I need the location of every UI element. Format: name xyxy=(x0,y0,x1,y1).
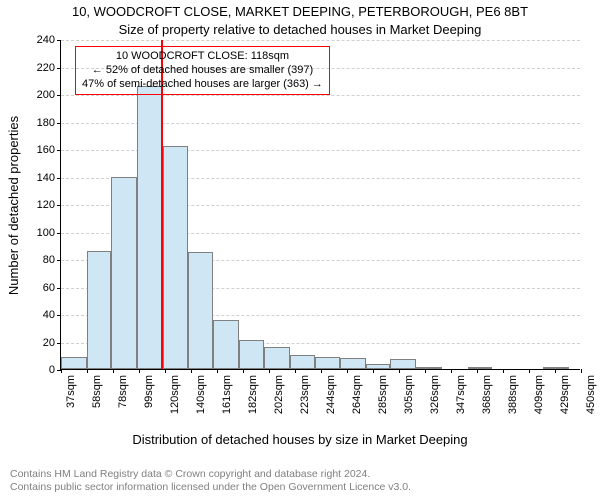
histogram-bar xyxy=(61,357,87,369)
footer-attribution: Contains HM Land Registry data © Crown c… xyxy=(10,468,411,494)
y-tick-label: 40 xyxy=(43,309,61,321)
footer-line-2: Contains public sector information licen… xyxy=(10,481,411,494)
x-tick-label: 223sqm xyxy=(299,375,313,414)
histogram-plot: 02040608010012014016018020022024037sqm58… xyxy=(60,40,580,370)
x-tick-label: 326sqm xyxy=(429,375,443,414)
y-axis-label: Number of detached properties xyxy=(6,40,22,370)
histogram-bar xyxy=(137,86,163,369)
y-tick-label: 140 xyxy=(37,172,61,184)
y-tick-label: 220 xyxy=(37,62,61,74)
histogram-bar xyxy=(264,347,290,369)
y-tick-label: 200 xyxy=(37,89,61,101)
y-tick-label: 240 xyxy=(37,34,61,46)
histogram-bar xyxy=(366,364,391,370)
x-tick-mark xyxy=(347,369,348,373)
x-tick-label: 182sqm xyxy=(247,375,261,414)
x-tick-mark xyxy=(529,369,530,373)
x-tick-label: 450sqm xyxy=(585,375,599,414)
annotation-line: 10 WOODCROFT CLOSE: 118sqm xyxy=(82,50,323,64)
x-tick-mark xyxy=(295,369,296,373)
histogram-bar xyxy=(188,252,214,369)
x-tick-mark xyxy=(477,369,478,373)
histogram-bar xyxy=(468,367,493,369)
x-tick-label: 99sqm xyxy=(143,375,157,408)
x-tick-label: 78sqm xyxy=(117,375,131,408)
histogram-bar xyxy=(340,358,366,369)
annotation-box: 10 WOODCROFT CLOSE: 118sqm← 52% of detac… xyxy=(75,46,330,95)
x-tick-mark xyxy=(165,369,166,373)
x-tick-mark xyxy=(61,369,62,373)
x-tick-mark xyxy=(87,369,88,373)
annotation-line: ← 52% of detached houses are smaller (39… xyxy=(82,64,323,78)
page-title: 10, WOODCROFT CLOSE, MARKET DEEPING, PET… xyxy=(0,4,600,19)
x-tick-label: 429sqm xyxy=(559,375,573,414)
y-tick-label: 20 xyxy=(43,337,61,349)
y-tick-label: 180 xyxy=(37,117,61,129)
histogram-bar xyxy=(416,367,442,369)
x-tick-label: 202sqm xyxy=(273,375,287,414)
x-tick-mark xyxy=(399,369,400,373)
y-tick-label: 100 xyxy=(37,227,61,239)
y-tick-label: 0 xyxy=(49,364,61,376)
x-tick-label: 409sqm xyxy=(533,375,547,414)
x-tick-mark xyxy=(373,369,374,373)
x-tick-mark xyxy=(425,369,426,373)
x-tick-label: 244sqm xyxy=(325,375,339,414)
x-tick-mark xyxy=(555,369,556,373)
x-tick-mark xyxy=(139,369,140,373)
x-tick-label: 285sqm xyxy=(377,375,391,414)
histogram-bar xyxy=(87,251,112,369)
histogram-bar xyxy=(213,320,239,370)
x-tick-label: 347sqm xyxy=(455,375,469,414)
x-tick-label: 58sqm xyxy=(91,375,105,408)
histogram-bar xyxy=(390,359,416,369)
footer-line-1: Contains HM Land Registry data © Crown c… xyxy=(10,468,411,481)
y-tick-label: 60 xyxy=(43,282,61,294)
x-tick-label: 140sqm xyxy=(195,375,209,414)
x-tick-mark xyxy=(321,369,322,373)
x-tick-mark xyxy=(243,369,244,373)
x-tick-mark xyxy=(113,369,114,373)
page-subtitle: Size of property relative to detached ho… xyxy=(0,22,600,37)
x-tick-mark xyxy=(581,369,582,373)
x-tick-mark xyxy=(217,369,218,373)
x-tick-label: 161sqm xyxy=(221,375,235,414)
histogram-bar xyxy=(315,357,340,369)
y-tick-label: 120 xyxy=(37,199,61,211)
x-tick-label: 305sqm xyxy=(403,375,417,414)
gridline xyxy=(61,40,580,41)
x-axis-label: Distribution of detached houses by size … xyxy=(0,432,600,447)
x-tick-label: 388sqm xyxy=(507,375,521,414)
x-tick-mark xyxy=(451,369,452,373)
x-tick-label: 264sqm xyxy=(351,375,365,414)
histogram-bar xyxy=(163,146,188,369)
x-tick-mark xyxy=(191,369,192,373)
x-tick-mark xyxy=(269,369,270,373)
histogram-bar xyxy=(239,340,264,369)
annotation-line: 47% of semi-detached houses are larger (… xyxy=(82,78,323,92)
y-tick-label: 80 xyxy=(43,254,61,266)
x-tick-label: 368sqm xyxy=(481,375,495,414)
y-tick-label: 160 xyxy=(37,144,61,156)
histogram-bar xyxy=(290,355,316,369)
x-tick-label: 120sqm xyxy=(169,375,183,414)
histogram-bar xyxy=(111,177,137,370)
x-tick-label: 37sqm xyxy=(65,375,79,408)
x-tick-mark xyxy=(503,369,504,373)
